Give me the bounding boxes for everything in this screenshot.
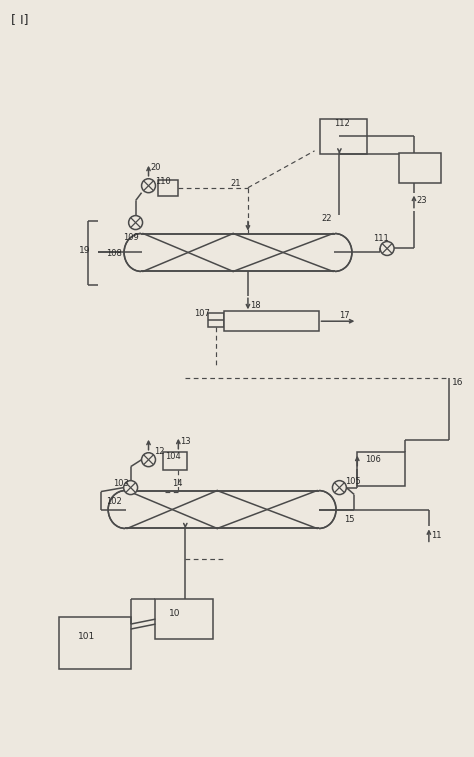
Text: 105: 105 <box>346 477 361 486</box>
Text: 15: 15 <box>345 515 355 524</box>
Circle shape <box>128 216 143 229</box>
Ellipse shape <box>302 491 336 528</box>
Text: 20: 20 <box>151 164 161 173</box>
Text: 23: 23 <box>416 196 427 205</box>
Text: 103: 103 <box>113 479 128 488</box>
Text: 21: 21 <box>230 179 240 188</box>
Text: 107: 107 <box>194 309 210 318</box>
Circle shape <box>332 481 346 494</box>
Text: 22: 22 <box>321 214 332 223</box>
Bar <box>319 119 367 154</box>
Text: 112: 112 <box>335 120 350 129</box>
Bar <box>158 179 178 195</box>
Bar <box>164 452 187 469</box>
Text: 108: 108 <box>106 249 122 258</box>
Circle shape <box>124 481 137 494</box>
Text: 18: 18 <box>250 301 261 310</box>
Text: 111: 111 <box>373 234 389 243</box>
Text: 109: 109 <box>123 233 138 242</box>
Bar <box>399 153 441 182</box>
Bar <box>155 600 213 639</box>
Text: 101: 101 <box>78 631 95 640</box>
Text: 19: 19 <box>79 246 91 255</box>
Text: 14: 14 <box>173 479 183 488</box>
Text: 106: 106 <box>365 455 381 464</box>
Text: 110: 110 <box>155 177 171 186</box>
Text: 104: 104 <box>165 452 181 461</box>
Text: 16: 16 <box>452 378 463 388</box>
Text: 13: 13 <box>180 438 191 447</box>
Bar <box>125 491 319 528</box>
Bar <box>59 617 131 669</box>
Ellipse shape <box>318 233 352 272</box>
Text: 10: 10 <box>169 609 181 618</box>
Bar <box>357 452 405 485</box>
Text: 11: 11 <box>431 531 441 540</box>
Ellipse shape <box>108 491 142 528</box>
Ellipse shape <box>124 233 158 272</box>
Circle shape <box>142 453 155 466</box>
Circle shape <box>142 179 155 193</box>
Text: [ I]: [ I] <box>11 13 29 26</box>
Bar <box>208 313 224 327</box>
Circle shape <box>380 241 394 255</box>
Text: 102: 102 <box>106 497 121 506</box>
Text: 12: 12 <box>155 447 165 456</box>
Text: 17: 17 <box>339 310 350 319</box>
Bar <box>141 233 335 272</box>
Bar <box>224 311 319 331</box>
